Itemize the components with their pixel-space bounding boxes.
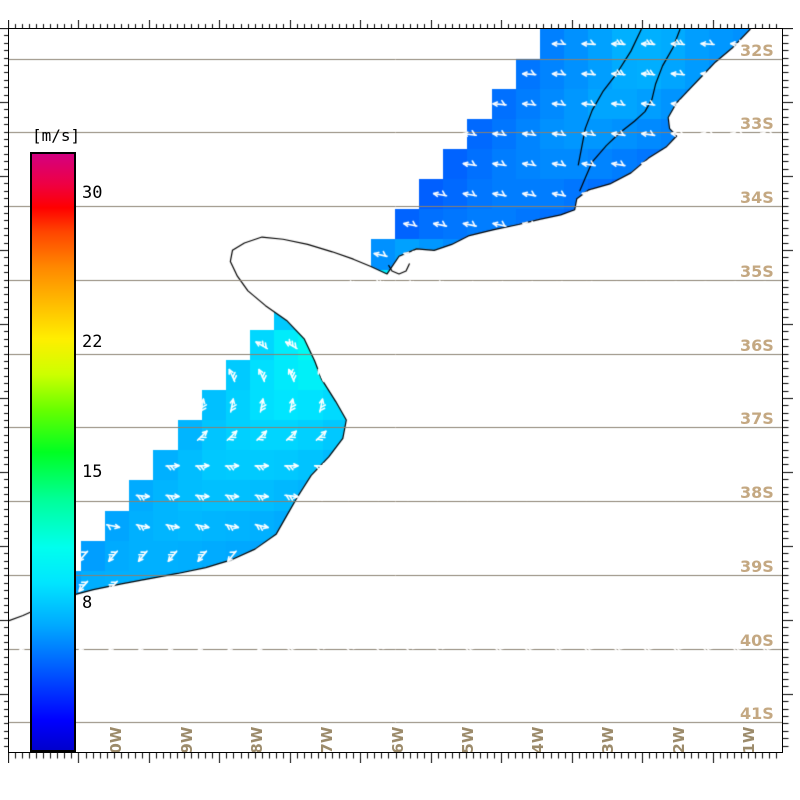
colorbar-gradient: [32, 154, 74, 750]
colorbar-tick-30: 30: [82, 182, 103, 203]
map-plot-area: 61W60W59W58W57W56W55W54W53W52W51W32S33S3…: [8, 28, 783, 753]
top-axis-ticks: [8, 20, 783, 29]
colorbar-tick-8: 8: [82, 592, 93, 613]
wind-barb-overlay: [9, 29, 782, 752]
bottom-axis-ticks: [8, 753, 783, 763]
right-axis-ticks: [783, 28, 793, 753]
colorbar-tick-15: 15: [82, 462, 103, 483]
colorbar-unit-label: [m/s]: [32, 126, 81, 145]
colorbar-tick-22: 22: [82, 332, 103, 353]
colorbar-box: [30, 152, 76, 752]
left-axis-ticks: [0, 28, 9, 753]
